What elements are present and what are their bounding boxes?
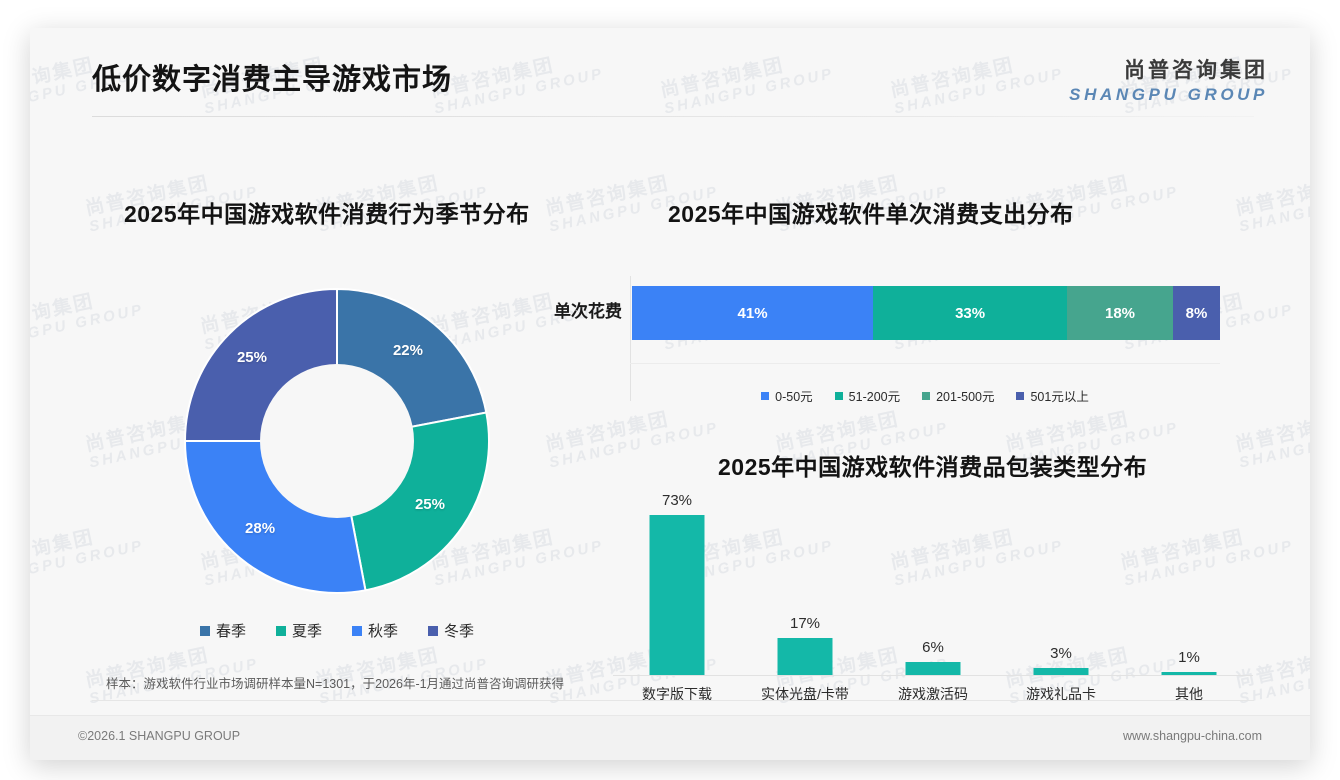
donut-chart-panel: 2025年中国游戏软件消费行为季节分布 22% 25% 28% 25% 春季 夏季…	[92, 168, 612, 668]
donut-legend-item-1[interactable]: 夏季	[275, 620, 322, 641]
slide-canvas: 尚普咨询集团 SHANGPU GROUP 尚普咨询集团 SHANGPU GROUP 尚普…	[30, 28, 1310, 760]
donut-legend-label: 春季	[215, 623, 246, 640]
website-link[interactable]: www.shangpu-china.com	[1123, 729, 1262, 743]
logo-chinese-text: 尚普咨询集团	[1124, 59, 1268, 82]
logo-english-text: SHANGPU GROUP	[1069, 85, 1268, 104]
stacked-bar-axis-line	[630, 276, 631, 401]
stacked-bar-legend-label: 201-500元	[936, 390, 995, 404]
legend-swatch-icon	[761, 391, 770, 400]
donut-legend-label: 夏季	[291, 623, 322, 640]
copyright-text: ©2026.1 SHANGPU GROUP	[78, 729, 241, 743]
donut-svg	[183, 287, 490, 594]
stacked-bar-segment-value: 33%	[955, 304, 986, 322]
column-bar-0[interactable]	[649, 515, 705, 675]
stacked-bar-legend: 0-50元 51-200元 201-500元 501元以上	[630, 386, 1220, 405]
legend-swatch-icon	[1016, 391, 1025, 400]
stacked-bar-segment-value: 18%	[1105, 304, 1136, 322]
donut-legend-item-2[interactable]: 秋季	[352, 620, 398, 641]
column-category-label-4: 其他	[1175, 686, 1203, 702]
slide-footer: ©2026.1 SHANGPU GROUP www.shangpu-china.…	[30, 715, 1310, 760]
stacked-bar-legend-label: 0-50元	[775, 390, 813, 404]
stacked-bar-graphic: 41% 33% 18% 8%	[632, 286, 1220, 340]
column-category-label-1: 实体光盘/卡带	[761, 686, 849, 702]
column-category-label-3: 游戏礼品卡	[1026, 686, 1096, 702]
stacked-bar-segment-1[interactable]: 33%	[873, 286, 1068, 340]
column-chart-title: 2025年中国游戏软件消费品包装类型分布	[718, 454, 1148, 480]
sample-note: 样本：游戏软件行业市场调研样本量N=1301，于2026年-1月通过尚普咨询调研…	[92, 673, 1254, 701]
legend-swatch-icon	[199, 625, 210, 636]
column-bar-1[interactable]	[777, 637, 833, 675]
legend-swatch-icon	[834, 391, 843, 400]
column-chart-graphic: 73% 17% 6% 3% 1%	[613, 492, 1253, 675]
stacked-bar-segment-3[interactable]: 8%	[1172, 286, 1220, 340]
stacked-bar-panel: 2025年中国游戏软件单次消费支出分布 单次花费 41% 33% 18% 8% 0-5…	[554, 168, 1260, 423]
stacked-bar-segment-value: 41%	[737, 304, 768, 322]
column-value-label-3: 3%	[1050, 645, 1072, 663]
donut-slice-label-2: 28%	[245, 520, 276, 538]
stacked-bar-legend-item-1[interactable]: 51-200元	[834, 386, 901, 405]
column-bar-2[interactable]	[905, 661, 961, 675]
column-slot-2: 6%	[869, 500, 997, 675]
note-divider	[92, 700, 1254, 701]
page-title: 低价数字消费主导游戏市场	[92, 64, 453, 96]
brand-logo: 尚普咨询集团 SHANGPU GROUP	[1069, 54, 1268, 105]
column-value-label-4: 1%	[1178, 649, 1200, 666]
stacked-bar-segment-0[interactable]: 41%	[632, 286, 874, 340]
legend-swatch-icon	[922, 391, 931, 400]
stacked-bar-legend-item-0[interactable]: 0-50元	[761, 386, 813, 405]
stacked-bar-legend-label: 51-200元	[848, 390, 901, 404]
column-value-label-0: 73%	[661, 492, 693, 510]
donut-legend-item-3[interactable]: 冬季	[428, 620, 474, 641]
legend-swatch-icon	[428, 625, 439, 636]
donut-legend-label: 冬季	[444, 623, 475, 640]
donut-chart-graphic: 22% 25% 28% 25%	[162, 266, 512, 616]
column-chart-axis-line	[613, 675, 1253, 676]
donut-chart-legend: 春季 夏季 秋季 冬季	[132, 620, 542, 641]
sample-note-text: 样本：游戏软件行业市场调研样本量N=1301，于2026年-1月通过尚普咨询调研…	[106, 677, 565, 691]
stacked-bar-segment-value: 8%	[1185, 304, 1208, 322]
stacked-bar-legend-item-2[interactable]: 201-500元	[922, 386, 994, 405]
column-slot-3: 3%	[997, 500, 1125, 675]
donut-legend-item-0[interactable]: 春季	[199, 620, 246, 641]
slide-header: 低价数字消费主导游戏市场 尚普咨询集团 SHANGPU GROUP	[30, 28, 1310, 120]
column-slot-0: 73%	[613, 492, 741, 675]
column-bar-4[interactable]	[1161, 672, 1217, 675]
stacked-bar-legend-label: 501元以上	[1030, 390, 1089, 404]
stacked-bar-category-label: 单次花费	[554, 302, 622, 321]
stacked-bar-title: 2025年中国游戏软件单次消费支出分布	[668, 201, 1074, 227]
legend-swatch-icon	[275, 625, 286, 636]
column-value-label-1: 17%	[789, 614, 821, 632]
header-divider	[92, 116, 1254, 117]
donut-slice-label-3: 25%	[236, 348, 267, 366]
donut-chart-title: 2025年中国游戏软件消费行为季节分布	[124, 201, 530, 227]
donut-slice-label-0: 22%	[392, 341, 423, 359]
stacked-bar-legend-item-3[interactable]: 501元以上	[1016, 386, 1089, 405]
column-chart-category-labels: 数字版下载 实体光盘/卡带 游戏激活码 游戏礼品卡 其他	[613, 684, 1253, 704]
stacked-bar-segment-2[interactable]: 18%	[1067, 286, 1173, 340]
donut-slice-label-1: 25%	[414, 496, 445, 514]
stacked-bar-baseline	[630, 363, 1220, 364]
column-category-label-2: 游戏激活码	[898, 686, 968, 702]
legend-swatch-icon	[352, 625, 362, 636]
column-category-label-0: 数字版下载	[642, 686, 712, 702]
column-chart-panel: 2025年中国游戏软件消费品包装类型分布 73% 17% 6% 3% 1% 数字版下载 实…	[613, 438, 1270, 708]
column-bar-3[interactable]	[1033, 668, 1089, 675]
column-slot-1: 17%	[741, 500, 869, 675]
column-value-label-2: 6%	[922, 638, 944, 656]
donut-legend-label: 秋季	[368, 623, 399, 640]
column-slot-4: 1%	[1125, 500, 1253, 675]
